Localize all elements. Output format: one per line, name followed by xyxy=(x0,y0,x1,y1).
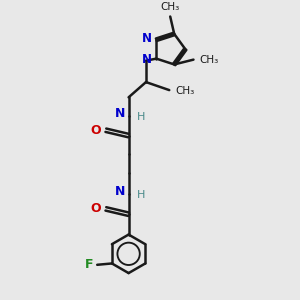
Text: CH₃: CH₃ xyxy=(200,55,219,64)
Text: O: O xyxy=(90,124,101,137)
Text: F: F xyxy=(85,258,93,271)
Text: N: N xyxy=(142,32,152,45)
Text: N: N xyxy=(115,185,125,198)
Text: N: N xyxy=(142,53,152,66)
Text: CH₃: CH₃ xyxy=(160,2,180,12)
Text: O: O xyxy=(90,202,101,215)
Text: H: H xyxy=(137,190,146,200)
Text: CH₃: CH₃ xyxy=(175,86,194,96)
Text: N: N xyxy=(115,107,125,120)
Text: H: H xyxy=(137,112,146,122)
